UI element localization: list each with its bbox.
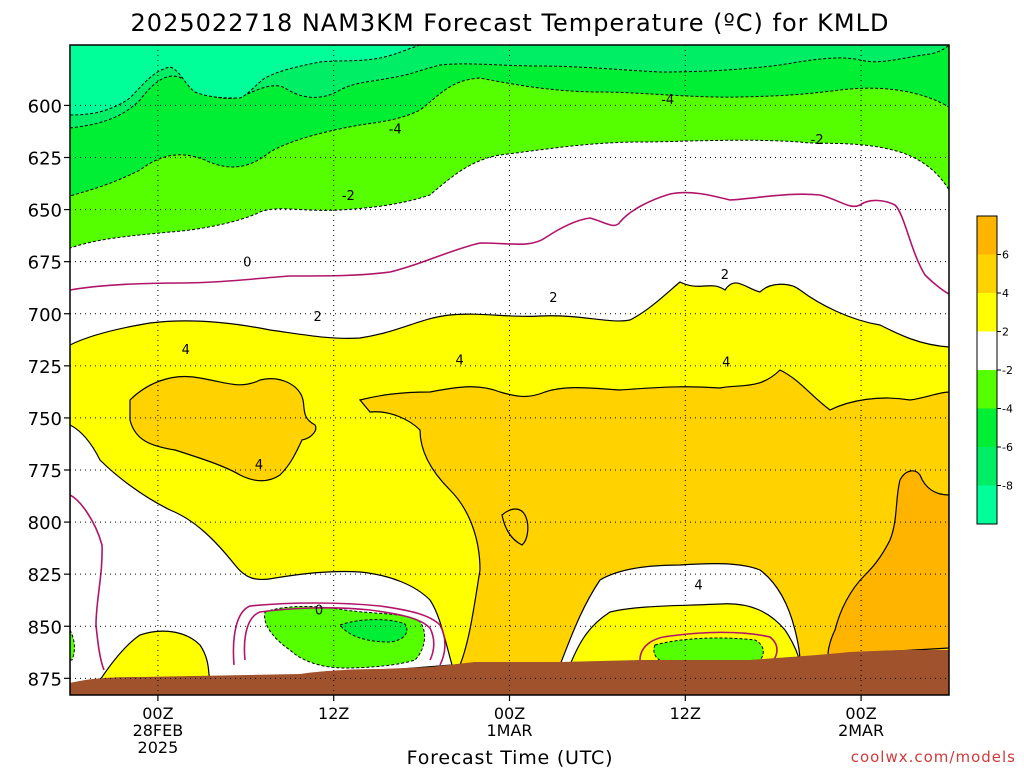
temperature-fills [70, 45, 949, 695]
contour-label: -4 [661, 93, 674, 108]
y-tick-label: 750 [28, 409, 62, 430]
contour-zero-right-loop [639, 631, 778, 663]
y-tick-label: 600 [28, 96, 62, 117]
contour-label: 2 [721, 268, 729, 283]
contour-label: 4 [255, 458, 263, 473]
y-tick-label: 700 [28, 305, 62, 326]
y-tick-label: 850 [28, 617, 62, 638]
x-tick-label: 28FEB [133, 721, 184, 740]
colorbar-tick-label: 2 [1002, 326, 1009, 339]
x-tick-label: 2025 [138, 738, 179, 757]
x-tick-label: 00Z [142, 704, 173, 723]
colorbar: 6 4 2 -2 -4 -6 -8 [976, 215, 1013, 525]
colorbar-bin [977, 293, 997, 332]
fill-band-below-minus8 [70, 45, 421, 116]
fill-band-4-6 [358, 369, 949, 666]
y-tick-label: 625 [28, 149, 62, 170]
fill-blob-4-6-left [129, 376, 317, 482]
x-axis-label: Forecast Time (UTC) [407, 747, 614, 768]
fill-pocket-cold-left-inner [339, 619, 408, 643]
colorbar-bin [977, 216, 997, 255]
contour-zero-mid-loop-inner [243, 607, 435, 661]
y-tick-label: 825 [28, 565, 62, 586]
contour-labels: -4 -4 -2 -2 0 2 2 2 4 4 4 4 4 0 [182, 93, 824, 619]
colorbar-bin [977, 408, 997, 447]
colorbar-bin [977, 447, 997, 486]
x-tick-label: 12Z [318, 704, 349, 723]
contour-label: 2 [549, 291, 557, 306]
ground-terrain [70, 650, 949, 695]
contour-label: 4 [456, 354, 464, 369]
colorbar-bin [977, 331, 997, 370]
contour-label: 4 [722, 356, 730, 371]
contour-label: 0 [243, 256, 251, 271]
colorbar-bin [977, 485, 997, 524]
y-tick-label: 775 [28, 461, 62, 482]
y-tick-label: 725 [28, 357, 62, 378]
contour-label: -2 [342, 189, 355, 204]
gridlines [70, 45, 949, 695]
contour-zero-left-loop [70, 494, 105, 671]
fill-pocket-yellow-low-left [98, 630, 211, 683]
colorbar-tick-label: -2 [1002, 364, 1013, 377]
x-tick-label: 2MAR [838, 721, 884, 740]
fill-pocket-cold-edge [70, 629, 75, 661]
colorbar-tick-label: -4 [1002, 403, 1013, 416]
x-tick-label: 00Z [845, 704, 876, 723]
chart-title: 2025022718 NAM3KM Forecast Temperature (… [131, 9, 890, 37]
contour-zero-upper [70, 191, 949, 295]
contour-label: 4 [694, 579, 702, 594]
contour-label: 2 [313, 310, 321, 325]
zero-contours [70, 191, 949, 671]
credit-text: coolwx.com/models [851, 748, 1016, 766]
x-tick-label: 00Z [494, 704, 525, 723]
x-tick-label: 12Z [670, 704, 701, 723]
y-tick-label: 800 [28, 513, 62, 534]
colorbar-tick-label: 4 [1002, 287, 1009, 300]
colorbar-tick-label: -8 [1002, 480, 1013, 493]
fill-blob-gold-small [501, 508, 529, 546]
y-tick-label: 650 [28, 201, 62, 222]
y-tick-label: 675 [28, 253, 62, 274]
fill-pocket-cold-right [653, 637, 764, 663]
colorbar-tick-label: -6 [1002, 441, 1013, 454]
colorbar-bin [977, 254, 997, 293]
contour-label: 4 [182, 343, 190, 358]
fill-band-above-6 [827, 470, 949, 656]
contour-label: -4 [389, 122, 402, 137]
contour-label: -2 [811, 133, 824, 148]
y-tick-label: 875 [28, 669, 62, 690]
contour-zero-mid-loop [232, 602, 446, 666]
contour-label: 0 [315, 604, 323, 619]
x-tick-label: 1MAR [486, 721, 532, 740]
colorbar-bin [977, 370, 997, 409]
y-axis: 600 625 650 675 700 725 750 775 800 825 850 875 [28, 96, 70, 690]
colorbar-tick-label: 6 [1002, 249, 1009, 262]
